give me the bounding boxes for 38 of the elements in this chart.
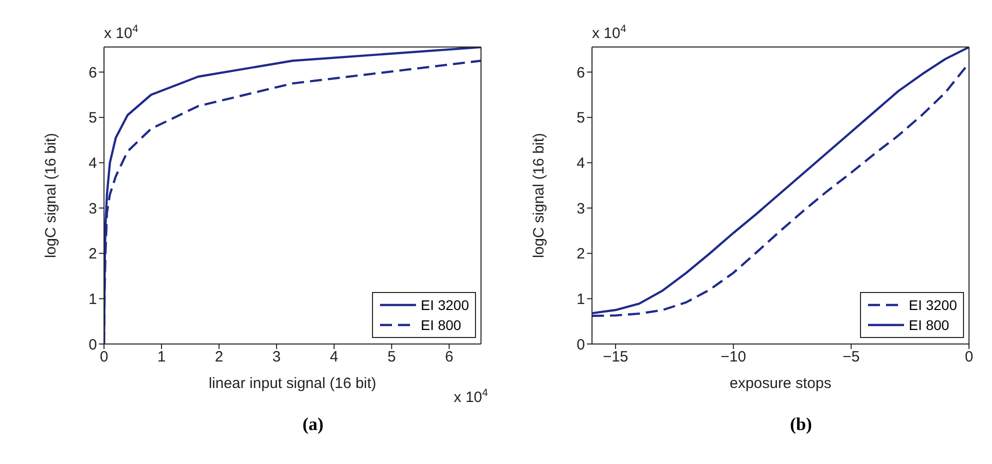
y-axis-title: logC signal (16 bit) (42, 132, 60, 258)
y-tick-label: 4 (576, 155, 585, 172)
y-tick-label: 5 (88, 110, 97, 127)
x-tick-label: −15 (602, 348, 628, 366)
text: (a) (302, 414, 324, 435)
x-tick-label: 2 (214, 348, 224, 366)
y-tick-label: 0 (88, 336, 97, 354)
y-tick-label: 3 (88, 200, 97, 218)
x-axis-title: exposure stops (730, 375, 832, 392)
text: x 10$^{4}$ (454, 387, 488, 406)
y-tick-label: 5 (576, 110, 585, 127)
x-axis-title: linear input signal (16 bit) (208, 375, 376, 392)
legend-label: EI 3200 (908, 296, 957, 315)
x-tick-label: 0 (964, 348, 974, 366)
y-tick-label: 6 (88, 64, 97, 82)
y-tick-label: 3 (576, 200, 585, 218)
x-tick-label: 4 (330, 348, 338, 366)
y-tick-label: 1 (88, 291, 97, 308)
x-tick-label: −10 (720, 348, 746, 366)
y-axis-title: logC signal (16 bit) (530, 132, 548, 258)
y-tick-label: 2 (576, 246, 585, 263)
y-tick-label: 4 (88, 155, 97, 172)
y-tick-label: 6 (576, 64, 585, 82)
x-tick-label: 0 (100, 348, 108, 366)
text: (b) (789, 414, 813, 435)
y-tick-label: 0 (576, 336, 585, 354)
legend-label: EI 800 (420, 316, 462, 335)
y-tick-label: 1 (576, 291, 585, 308)
text: x 10$^{4}$ (104, 23, 138, 42)
x-tick-label: 5 (387, 348, 396, 366)
legend-label: EI 3200 (420, 296, 469, 315)
text: x 10$^{4}$ (592, 23, 626, 42)
x-tick-label: 1 (157, 348, 166, 366)
y-tick-label: 2 (88, 246, 97, 263)
x-tick-label: 3 (272, 348, 281, 366)
legend-label: EI 800 (908, 316, 950, 335)
x-tick-label: −5 (842, 348, 860, 366)
x-tick-label: 6 (444, 348, 454, 366)
